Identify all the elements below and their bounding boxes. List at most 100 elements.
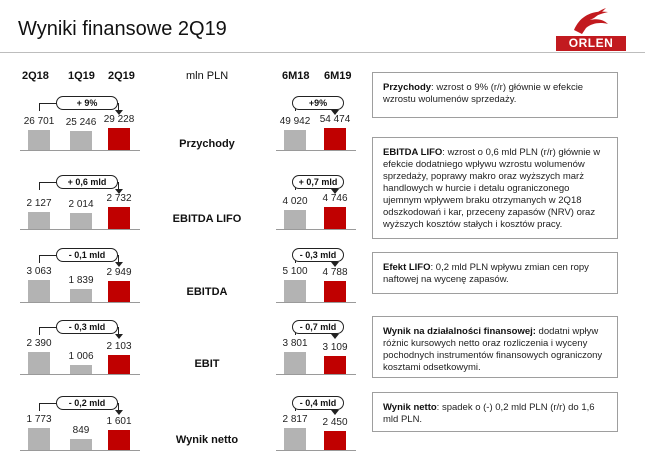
value-label: 2 450 xyxy=(322,416,348,428)
commentary-heading: Przychody xyxy=(383,82,432,93)
bar-quarter-1 xyxy=(28,211,50,229)
value-label: 2 103 xyxy=(106,340,132,352)
row-label: Przychody xyxy=(179,138,235,150)
row-label: Wynik netto xyxy=(175,434,239,446)
value-label: 849 xyxy=(72,425,90,437)
commentary-box: Wynik na działalności finansowej: dodatn… xyxy=(372,316,618,378)
commentary-box: Efekt LIFO: 0,2 mld PLN wpływu zmian cen… xyxy=(372,252,618,294)
bar-quarter-3 xyxy=(108,207,130,229)
value-label: 1 773 xyxy=(26,414,52,425)
bar-quarter-3 xyxy=(108,128,130,150)
bar-quarter-2 xyxy=(70,364,92,374)
value-label: 3 063 xyxy=(26,266,52,277)
commentary-text: : wzrost o 9% (r/r) głównie w efekcie wz… xyxy=(383,82,584,105)
result-block: 3 063 1 839 2 949 5 100 4 788 - 0,1 mld - 0,3 … xyxy=(0,238,370,318)
commentary-box: Przychody: wzrost o 9% (r/r) głównie w e… xyxy=(372,72,618,118)
quarter-baseline xyxy=(20,374,140,375)
commentary-box: EBITDA LIFO: wzrost o 0,6 mld PLN (r/r) … xyxy=(372,137,618,239)
bar-half-1 xyxy=(284,428,306,450)
half-baseline xyxy=(276,374,356,375)
arrow-down-icon xyxy=(115,189,123,194)
bar-quarter-3 xyxy=(108,354,130,374)
half-baseline xyxy=(276,150,356,151)
eagle-icon xyxy=(574,8,608,34)
value-label: 3 109 xyxy=(322,342,348,353)
change-pill: - 0,3 mld xyxy=(292,248,344,262)
quarter-baseline xyxy=(20,229,140,230)
row-label: EBITDA LIFO xyxy=(172,213,242,225)
value-label: 1 601 xyxy=(106,416,132,428)
value-label: 49 942 xyxy=(279,115,311,127)
quarter-baseline xyxy=(20,150,140,151)
header-2q18: 2Q18 xyxy=(22,70,49,82)
title-divider xyxy=(0,52,645,53)
value-label: 5 100 xyxy=(282,266,308,277)
value-label: 4 020 xyxy=(282,196,308,208)
bar-half-2 xyxy=(324,430,346,450)
change-pill: - 0,4 mld xyxy=(292,396,344,410)
result-block: 2 127 2 014 2 732 4 020 4 746 + 0,6 mld + 0,7 … xyxy=(0,165,370,245)
arrow-down-icon xyxy=(331,110,339,115)
half-baseline xyxy=(276,229,356,230)
bar-half-1 xyxy=(284,352,306,374)
change-pill: - 0,2 mld xyxy=(56,396,118,410)
change-pill: + 0,7 mld xyxy=(292,175,344,189)
arrow-down-icon xyxy=(115,334,123,339)
commentary-box: Wynik netto: spadek o (-) 0,2 mld PLN (r… xyxy=(372,392,618,432)
header-6m19: 6M19 xyxy=(324,70,352,82)
arrow-down-icon xyxy=(331,262,339,267)
bar-half-2 xyxy=(324,356,346,374)
bar-quarter-1 xyxy=(28,428,50,450)
arrow-down-icon xyxy=(331,334,339,339)
commentary-text: : 0,2 mld PLN wpływu zmian cen ropy naft… xyxy=(383,262,589,285)
bar-half-2 xyxy=(324,128,346,150)
bar-half-1 xyxy=(284,210,306,229)
value-label: 29 228 xyxy=(103,114,135,125)
value-label: 3 801 xyxy=(282,338,308,349)
arrow-down-icon xyxy=(331,410,339,415)
bar-quarter-3 xyxy=(108,280,130,302)
header-2q19: 2Q19 xyxy=(108,70,135,82)
commentary-text: dodatni wpływ różnic kursowych netto ora… xyxy=(383,326,603,373)
change-pill: + 0,6 mld xyxy=(56,175,118,189)
value-label: 2 949 xyxy=(106,266,132,278)
arrow-down-icon xyxy=(115,110,123,115)
row-label: EBITDA xyxy=(186,286,228,298)
arrow-down-icon xyxy=(115,262,123,267)
commentary-heading: Wynik netto xyxy=(383,402,437,413)
header-unit: mln PLN xyxy=(186,70,229,82)
logo-wordmark: ORLEN xyxy=(556,36,626,51)
header-6m18: 6M18 xyxy=(282,70,310,82)
bar-quarter-1 xyxy=(28,352,50,374)
bar-quarter-2 xyxy=(70,288,92,302)
bar-half-1 xyxy=(284,129,306,150)
change-pill: - 0,1 mld xyxy=(56,248,118,262)
result-block: 26 701 25 246 29 228 49 942 54 474 + 9% +9% Prz… xyxy=(0,86,370,166)
change-pill: - 0,7 mld xyxy=(292,320,344,334)
arrow-down-icon xyxy=(115,410,123,415)
bar-half-2 xyxy=(324,207,346,229)
orlen-logo: ORLEN xyxy=(556,6,626,52)
bar-half-2 xyxy=(324,281,346,302)
bar-quarter-1 xyxy=(28,129,50,150)
value-label: 4 746 xyxy=(322,193,348,204)
bar-quarter-1 xyxy=(28,280,50,302)
value-label: 25 246 xyxy=(65,116,97,128)
commentary-heading: Wynik na działalności finansowej: xyxy=(383,326,536,337)
row-label: EBIT xyxy=(194,358,220,370)
commentary-heading: EBITDA LIFO xyxy=(383,147,443,158)
value-label: 26 701 xyxy=(23,115,55,127)
value-label: 2 817 xyxy=(282,414,308,425)
change-pill: - 0,3 mld xyxy=(56,320,118,334)
change-pill: +9% xyxy=(292,96,344,110)
result-block: 2 390 1 006 2 103 3 801 3 109 - 0,3 mld - 0,7 … xyxy=(0,310,370,390)
page-title: Wyniki finansowe 2Q19 xyxy=(18,18,227,40)
change-pill: + 9% xyxy=(56,96,118,110)
quarter-baseline xyxy=(20,302,140,303)
value-label: 2 732 xyxy=(106,193,132,204)
half-baseline xyxy=(276,450,356,451)
commentary-text: : wzrost o 0,6 mld PLN (r/r) głównie w e… xyxy=(383,147,601,230)
bar-quarter-2 xyxy=(70,212,92,229)
header-1q19: 1Q19 xyxy=(68,70,95,82)
value-label: 1 839 xyxy=(68,274,94,286)
